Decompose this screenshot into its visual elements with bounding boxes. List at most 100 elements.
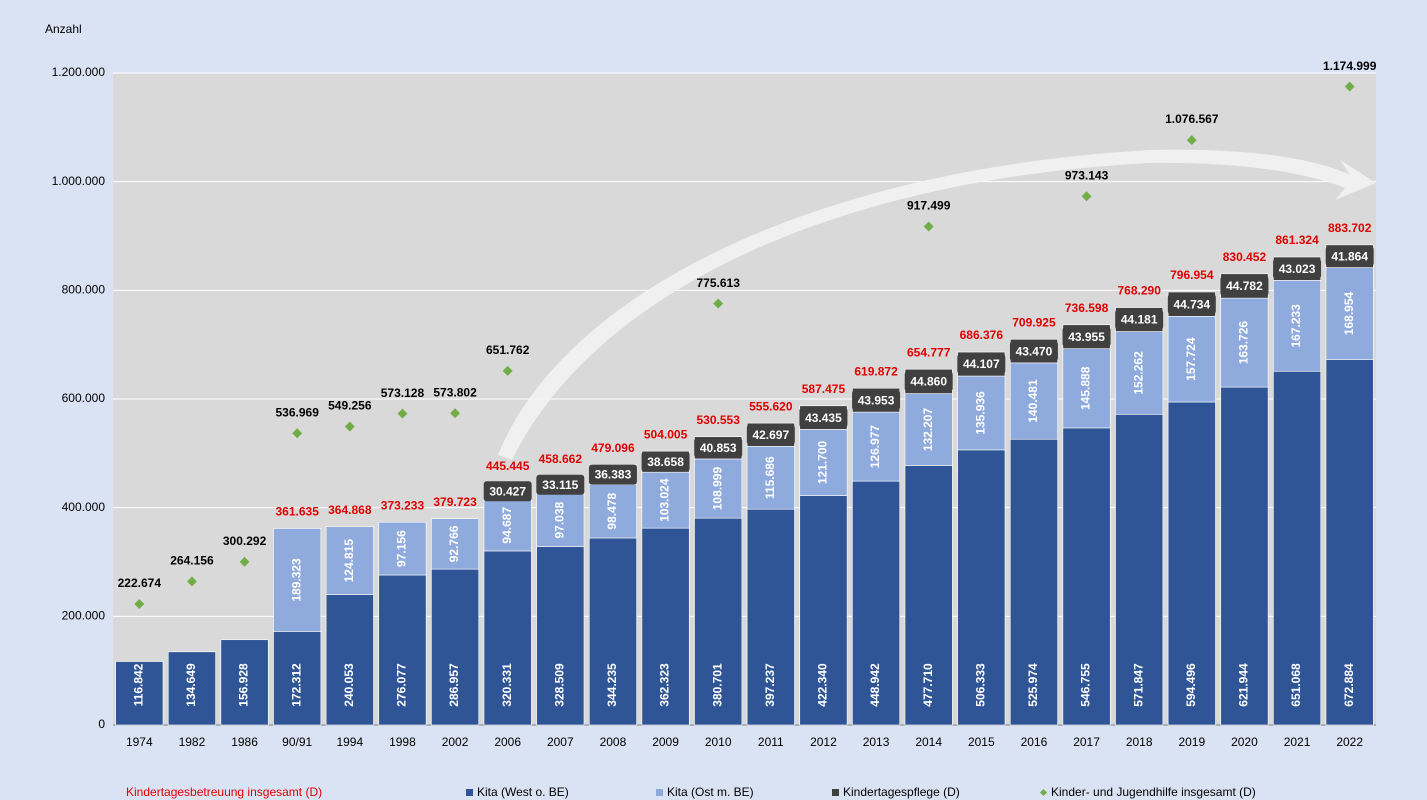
total-label: 555.620 [749,399,793,413]
x-tick-label: 2007 [547,735,574,749]
total-label: 736.598 [1065,301,1109,315]
x-tick-label: 2008 [600,735,627,749]
bar [799,429,848,496]
total-label: 619.872 [854,364,898,378]
bar-value-label: 124.815 [342,539,356,583]
bar-value-label: 33.115 [542,478,578,492]
bar [852,480,901,726]
x-tick-label: 2018 [1126,735,1153,749]
x-tick-label: 2017 [1073,735,1100,749]
bar-value-label: 30.427 [489,484,526,498]
bar-value-label: 43.023 [1279,262,1316,276]
bar [904,465,953,726]
point [292,428,303,439]
point-value-label: 222.674 [118,576,162,590]
bar [588,484,637,539]
label-box [1009,341,1058,362]
bar-value-label: 546.755 [1079,663,1093,707]
x-tick-label: 2016 [1021,735,1048,749]
bar [1167,401,1216,726]
bar [799,495,848,726]
y-tick-label: 200.000 [62,609,106,623]
x-tick-label: 2011 [758,735,784,749]
bar-value-label: 132.207 [921,408,935,452]
bar-value-label: 97.156 [395,530,409,567]
bar-value-label: 380.701 [710,663,724,707]
total-label: 458.662 [539,452,583,466]
point-value-label: 264.156 [170,554,214,568]
label-box [852,390,901,411]
x-tick-label: 2014 [915,735,942,749]
label-box [641,451,690,472]
bar-value-label: 40.853 [700,441,737,455]
point [1186,135,1197,146]
x-tick-label: 1974 [126,735,153,749]
label-box [799,407,848,428]
bar-value-label: 108.999 [710,467,724,511]
bar-value-label: 121.700 [816,440,830,484]
bar-value-label: 36.383 [595,468,632,482]
label-box [483,481,532,502]
bar-value-label: 38.658 [647,455,684,469]
label-box [694,437,743,458]
point-value-label: 1.076.567 [1165,112,1219,126]
bar-value-label: 156.928 [237,663,251,707]
legend-label: Kindertagespflege (D) [843,785,960,799]
total-label: 654.777 [907,345,951,359]
bar-value-label: 42.697 [752,428,789,442]
total-label: 768.290 [1117,284,1161,298]
bar-value-label: 94.687 [500,507,514,544]
bar [957,449,1006,726]
x-tick-label: 2022 [1336,735,1363,749]
bar-value-label: 97.038 [552,501,566,538]
point-value-label: 549.256 [328,399,372,413]
total-label: 883.702 [1328,221,1372,235]
bar-value-label: 44.107 [963,357,1000,371]
bar-value-label: 448.942 [868,663,882,707]
point-value-label: 1.174.999 [1323,59,1377,73]
bar-value-label: 189.323 [289,558,303,602]
x-tick-label: 2019 [1178,735,1205,749]
bar [325,594,374,726]
legend-label: Kita (Ost m. BE) [667,785,754,799]
point [1081,191,1092,202]
bar [641,471,690,529]
legend: Kita (West o. BE) Kita (Ost m. BE) Kindert… [126,785,1256,799]
point-value-label: 917.499 [907,199,951,213]
bar [1062,348,1111,429]
x-tick-label: 2002 [442,735,469,749]
bar-value-label: 43.435 [805,411,842,425]
point-value-label: 300.292 [223,534,267,548]
label-box [904,371,953,392]
bar [1273,280,1322,372]
bar-value-label: 167.233 [1289,304,1303,348]
bar [1273,370,1322,726]
bar-value-label: 41.864 [1331,249,1368,263]
bar-value-label: 135.936 [973,391,987,435]
bar-value-label: 116.842 [131,663,145,706]
bar [694,458,743,519]
grid: 0 200.000 400.000 600.000 800.000 1.000.000 1.… [52,65,1376,749]
bar [1220,297,1269,388]
bar [1062,427,1111,726]
bar [115,661,164,726]
bar [536,493,585,547]
bar-value-label: 43.955 [1068,330,1105,344]
bar [378,574,427,726]
bar [378,521,427,576]
bars [115,244,1374,726]
total-label: 504.005 [644,427,688,441]
bar [1115,413,1164,726]
point [134,599,145,609]
bar-value-label: 145.888 [1079,366,1093,410]
bar [431,568,480,726]
point [713,298,724,309]
bar-value-label: 134.649 [184,663,198,707]
total-label: 379.723 [433,495,477,509]
bar-value-label: 422.340 [816,663,830,707]
bar-value-label: 44.860 [910,375,947,389]
bar-value-label: 525.974 [1026,663,1040,707]
bar-value-label: 651.068 [1289,663,1303,707]
x-tick-label: 2012 [810,735,837,749]
